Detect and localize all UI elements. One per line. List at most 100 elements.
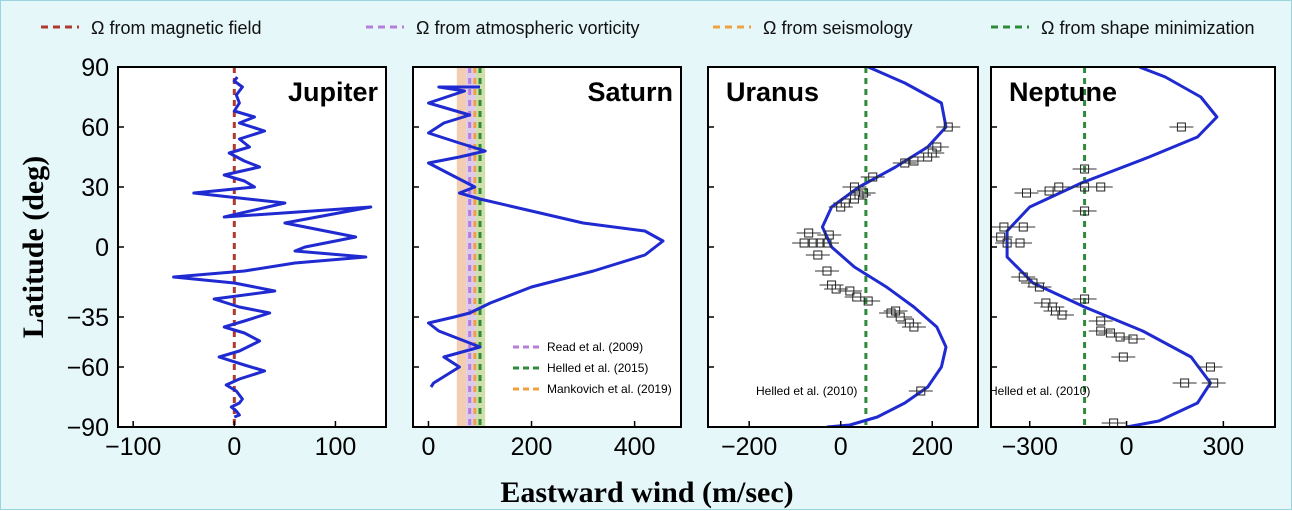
legend: Ω from magnetic field Ω from atmospheric … bbox=[41, 18, 1255, 38]
data-point bbox=[1172, 378, 1197, 388]
y-tick-label: 90 bbox=[81, 54, 109, 82]
data-marker bbox=[1080, 294, 1090, 304]
x-tick-label: 200 bbox=[511, 433, 553, 461]
data-point bbox=[796, 228, 821, 238]
data-marker bbox=[996, 232, 1006, 242]
data-point bbox=[892, 158, 917, 168]
panel-jupiter: −100 0 100 Jupiter bbox=[105, 66, 387, 461]
annotation-text: Helled et al. (2010) bbox=[756, 384, 857, 398]
panel-uranus: −200 0 200 Uranus Helled et al. (2010) bbox=[707, 66, 979, 461]
data-point bbox=[837, 286, 862, 296]
data-marker bbox=[1115, 332, 1125, 342]
panel-title: Jupiter bbox=[288, 77, 379, 107]
plot-area bbox=[118, 67, 386, 427]
data-point bbox=[842, 182, 867, 192]
panel-title: Uranus bbox=[726, 77, 819, 107]
x-tick-label: 400 bbox=[614, 433, 656, 461]
data-point bbox=[936, 122, 961, 132]
plot-area bbox=[708, 67, 978, 427]
data-point bbox=[1169, 122, 1194, 132]
plot-area bbox=[991, 67, 1275, 427]
panel-title: Saturn bbox=[587, 77, 673, 107]
data-marker bbox=[1057, 310, 1067, 320]
y-tick-label: −35 bbox=[67, 304, 109, 332]
y-tick-label: 0 bbox=[95, 234, 109, 262]
data-point bbox=[851, 188, 876, 198]
panel-title: Neptune bbox=[1009, 77, 1117, 107]
data-point bbox=[1101, 418, 1126, 427]
data-marker bbox=[831, 284, 841, 294]
data-point bbox=[1050, 310, 1074, 320]
data-marker bbox=[813, 250, 823, 260]
annotation-text: Mankovich et al. (2019) bbox=[547, 382, 672, 396]
data-point bbox=[908, 386, 933, 396]
y-tick-labels: 90 60 30 0 −35 −60 −90 bbox=[67, 54, 109, 442]
data-marker bbox=[1080, 182, 1090, 192]
data-point bbox=[814, 266, 839, 276]
data-marker bbox=[1096, 326, 1106, 336]
data-marker bbox=[868, 172, 878, 182]
data-marker bbox=[1096, 182, 1106, 192]
legend-label: Ω from seismology bbox=[763, 18, 913, 38]
panel-neptune: −300 0 300 Neptune Helled et al. (2010) bbox=[989, 66, 1276, 461]
y-tick-label: −60 bbox=[67, 354, 109, 382]
data-marker bbox=[859, 188, 869, 198]
legend-label: Ω from atmospheric vorticity bbox=[416, 18, 640, 38]
data-marker bbox=[1015, 238, 1025, 248]
legend-label: Ω from magnetic field bbox=[91, 18, 262, 38]
plot-content bbox=[792, 67, 961, 427]
data-point bbox=[1072, 206, 1097, 216]
x-tick-label: −200 bbox=[721, 433, 777, 461]
data-point bbox=[924, 142, 949, 152]
data-point bbox=[1108, 332, 1133, 342]
x-tick-label: 0 bbox=[422, 433, 436, 461]
data-marker bbox=[845, 286, 855, 296]
data-point bbox=[1121, 334, 1145, 344]
wind-profile-line bbox=[1005, 67, 1219, 427]
data-point bbox=[1027, 282, 1052, 292]
y-tick-label: 30 bbox=[81, 174, 109, 202]
data-marker bbox=[1209, 378, 1219, 388]
x-tick-label: 200 bbox=[911, 433, 953, 461]
data-marker bbox=[1018, 222, 1028, 232]
x-tick-label: 0 bbox=[227, 433, 241, 461]
x-tick-label: −100 bbox=[105, 433, 161, 461]
data-point bbox=[1088, 182, 1113, 192]
data-point bbox=[1088, 316, 1113, 326]
plot-content bbox=[991, 67, 1226, 427]
panel-saturn: 0 200 400 Saturn Read et al. (2009) Helled et… bbox=[412, 66, 682, 461]
data-point bbox=[883, 306, 908, 316]
wind-profile-line bbox=[172, 76, 373, 419]
data-point bbox=[901, 322, 926, 332]
data-point bbox=[860, 172, 885, 182]
x-axis-title: Eastward wind (m/sec) bbox=[500, 476, 793, 509]
data-marker bbox=[927, 148, 937, 158]
data-marker bbox=[895, 312, 905, 322]
data-marker bbox=[1128, 334, 1138, 344]
legend-label: Ω from shape minimization bbox=[1041, 18, 1255, 38]
data-marker bbox=[1054, 182, 1064, 192]
data-point bbox=[847, 190, 872, 200]
x-tick-label: 100 bbox=[315, 433, 357, 461]
data-marker bbox=[916, 386, 926, 396]
data-marker bbox=[943, 122, 953, 132]
data-marker bbox=[804, 228, 814, 238]
data-marker bbox=[1096, 316, 1106, 326]
uncertainty-band bbox=[456, 67, 467, 427]
data-marker bbox=[909, 156, 919, 166]
x-tick-label: 300 bbox=[1203, 433, 1245, 461]
data-marker bbox=[849, 182, 859, 192]
data-marker bbox=[932, 142, 942, 152]
data-marker bbox=[824, 230, 834, 240]
data-marker bbox=[999, 222, 1009, 232]
plot-content bbox=[427, 67, 665, 427]
data-point bbox=[1046, 182, 1071, 192]
data-marker bbox=[1018, 272, 1028, 282]
data-marker bbox=[1180, 378, 1190, 388]
data-point bbox=[1072, 164, 1097, 174]
x-tick-label: 0 bbox=[834, 433, 848, 461]
annotation-text: Read et al. (2009) bbox=[547, 340, 643, 354]
x-tick-label: −300 bbox=[1002, 433, 1058, 461]
